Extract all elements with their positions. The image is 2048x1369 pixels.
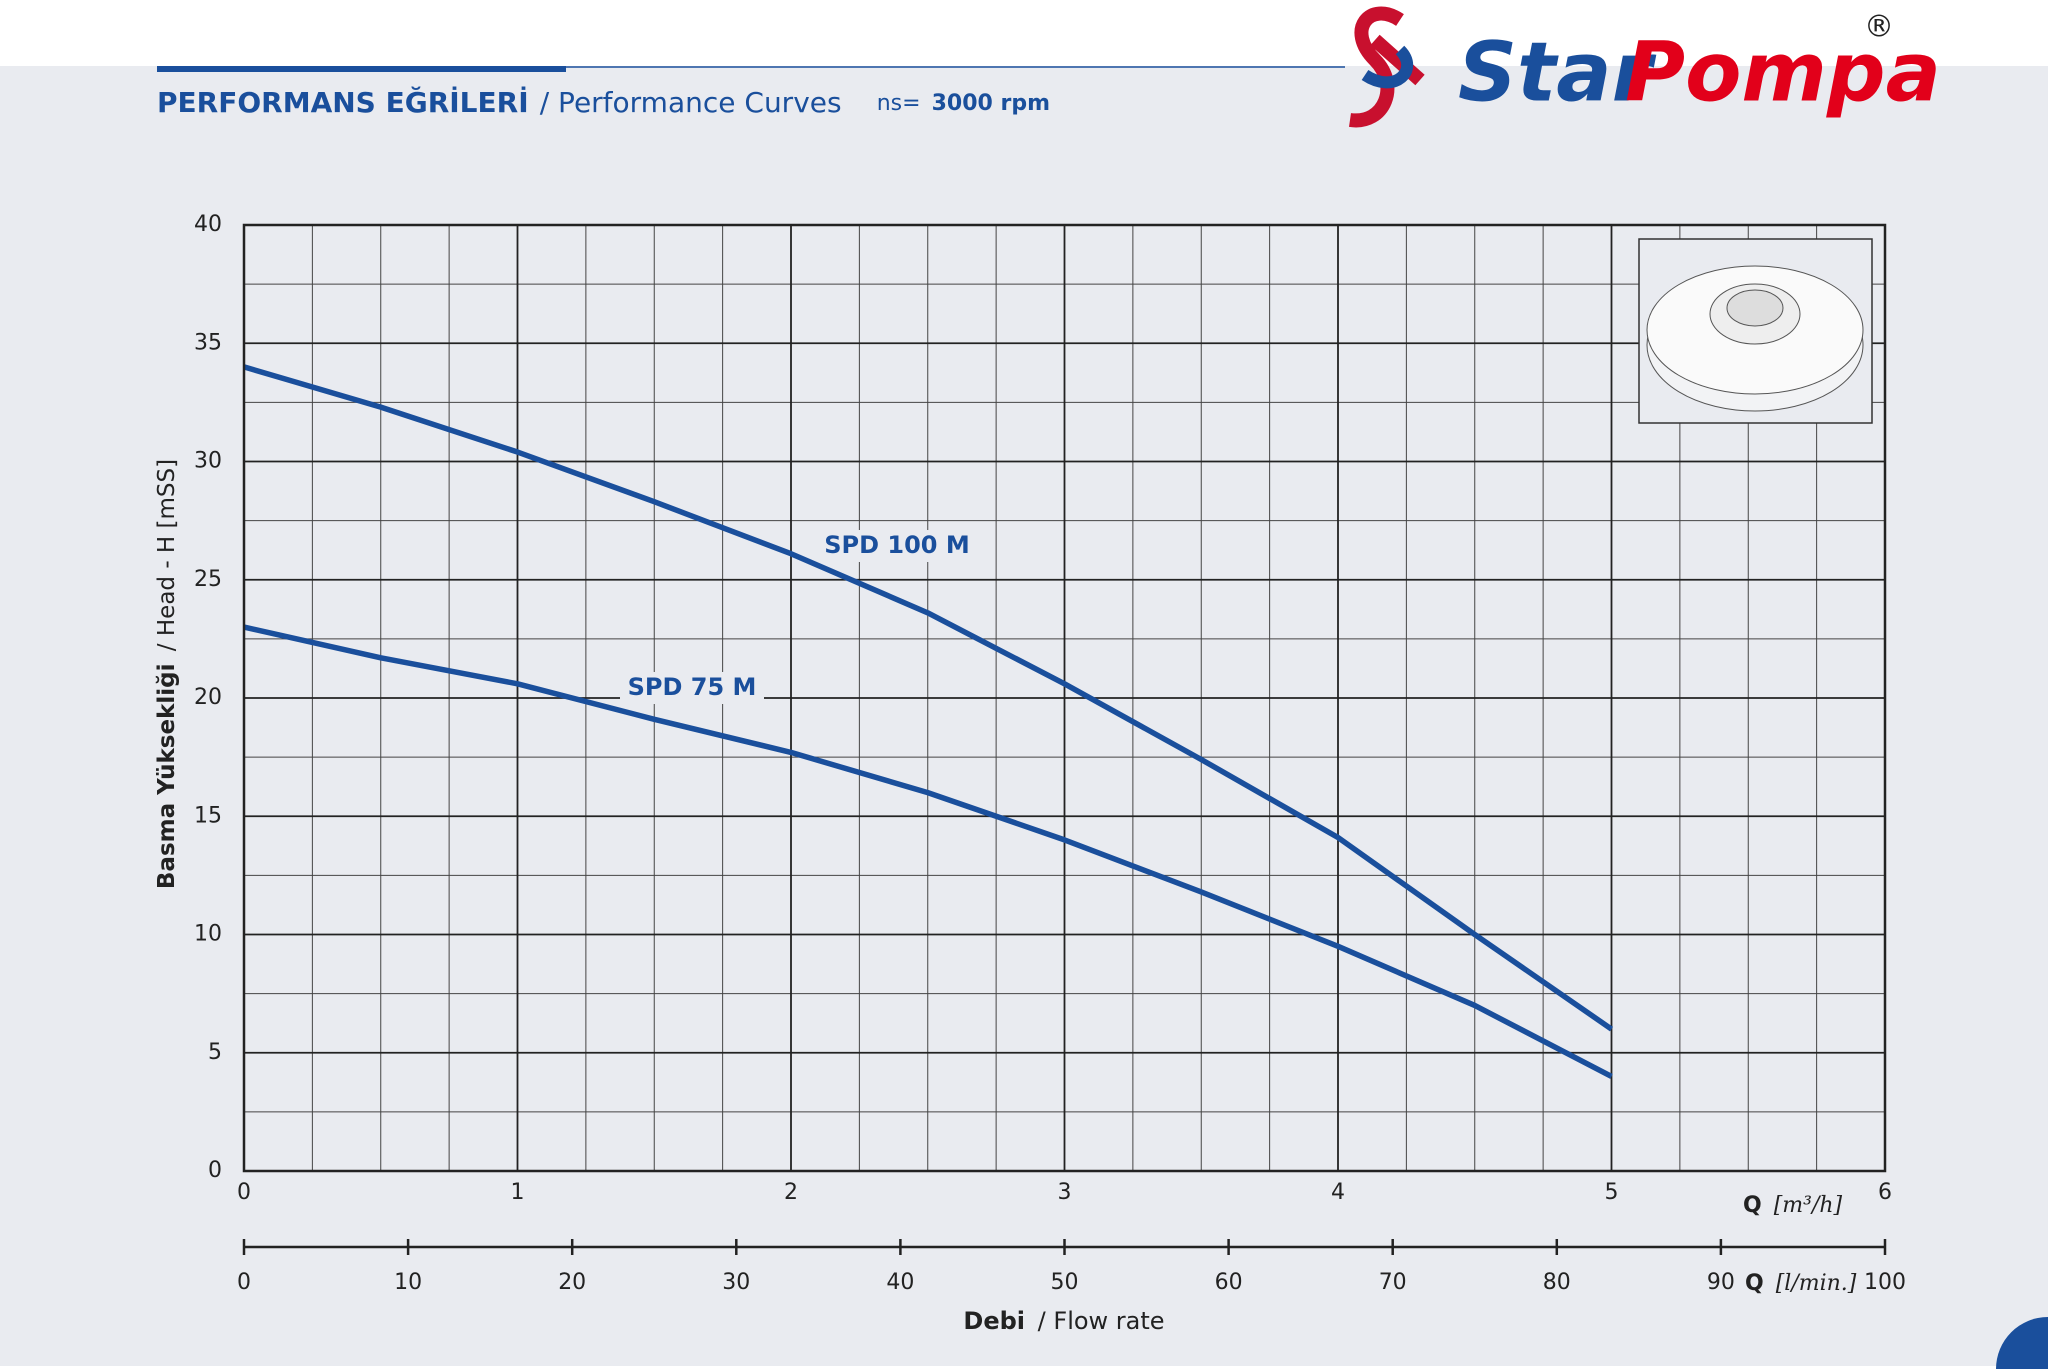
y-axis-label: Basma Yüksekliği / Head - H [mSS] <box>154 459 180 889</box>
logo-mark <box>1361 45 1413 89</box>
x2-tick-label: 20 <box>558 1270 586 1295</box>
x-tick-label: 5 <box>1605 1180 1619 1205</box>
impeller-inset <box>1638 238 1873 424</box>
x2-unit: Q [l/min.] <box>1745 1271 1857 1296</box>
y-label: / Head - H [mSS] <box>154 459 180 651</box>
y-tick-label: 0 <box>208 1158 222 1183</box>
y-tick-label: 25 <box>194 567 222 592</box>
x2-unit-symbol: Q <box>1745 1271 1764 1296</box>
x-tick-label: 2 <box>784 1180 798 1205</box>
x-unit-symbol: Q <box>1743 1193 1762 1218</box>
series-label: SPD 100 M <box>824 531 970 559</box>
y-tick-label: 5 <box>208 1040 222 1065</box>
x2-unit-text: [l/min.] <box>1776 1271 1857 1296</box>
x-tick-label: 6 <box>1878 1180 1892 1205</box>
y-tick-label: 40 <box>194 212 222 237</box>
x2-tick-label: 70 <box>1379 1270 1407 1295</box>
speed: 3000 rpm <box>932 91 1050 116</box>
y-tick-label: 30 <box>194 449 222 474</box>
x2-tick-label: 30 <box>722 1270 750 1295</box>
x2-tick-label: 40 <box>886 1270 914 1295</box>
logo-mark <box>1349 6 1425 128</box>
x-label-bold: Debi <box>963 1307 1025 1335</box>
x-label: / Flow rate <box>1038 1307 1165 1335</box>
impeller-hub <box>1726 289 1784 327</box>
y-tick-label: 15 <box>194 803 222 828</box>
x-tick-label: 1 <box>511 1180 525 1205</box>
plot-frame <box>242 223 1887 1173</box>
x-tick-label: 0 <box>237 1180 251 1205</box>
chart-title: PERFORMANS EĞRİLERİ <box>157 85 529 119</box>
x2-tick-label: 90 <box>1707 1270 1735 1295</box>
series-label: SPD 75 M <box>628 673 757 701</box>
y-tick-label: 10 <box>194 922 222 947</box>
x2-tick-label: 50 <box>1051 1270 1079 1295</box>
x-axis-label: Debi / Flow rate <box>963 1307 1164 1335</box>
y-label-bold: Basma Yüksekliği <box>154 664 180 890</box>
x-unit-text: [m³/h] <box>1774 1193 1843 1218</box>
x2-tick-label: 10 <box>394 1270 422 1295</box>
x-tick-label: 3 <box>1058 1180 1072 1205</box>
logo-text: Pompa <box>1625 25 1941 120</box>
series-line <box>243 364 1614 1032</box>
x2-tick-label: 100 <box>1864 1270 1906 1295</box>
y-tick-label: 20 <box>194 685 222 710</box>
x2-tick-label: 0 <box>237 1270 251 1295</box>
chart-subtitle: / Performance Curves <box>540 86 842 119</box>
label-background <box>825 530 969 562</box>
x2-tick-label: 60 <box>1215 1270 1243 1295</box>
speed-label: ns= <box>877 91 921 116</box>
series-line <box>243 624 1613 1079</box>
logo-text: Star <box>1458 25 1657 120</box>
header: PERFORMANS EĞRİLERİ / Performance Curves… <box>157 85 1050 119</box>
logo: Star Pompa ® <box>1349 6 1941 128</box>
x-tick-label: 4 <box>1331 1180 1345 1205</box>
x2-tick-label: 80 <box>1543 1270 1571 1295</box>
y-tick-label: 35 <box>194 330 222 355</box>
label-background <box>620 672 764 704</box>
x-unit: Q [m³/h] <box>1743 1193 1843 1218</box>
corner-decoration <box>1996 1317 2048 1369</box>
logo-registered: ® <box>1864 10 1894 45</box>
